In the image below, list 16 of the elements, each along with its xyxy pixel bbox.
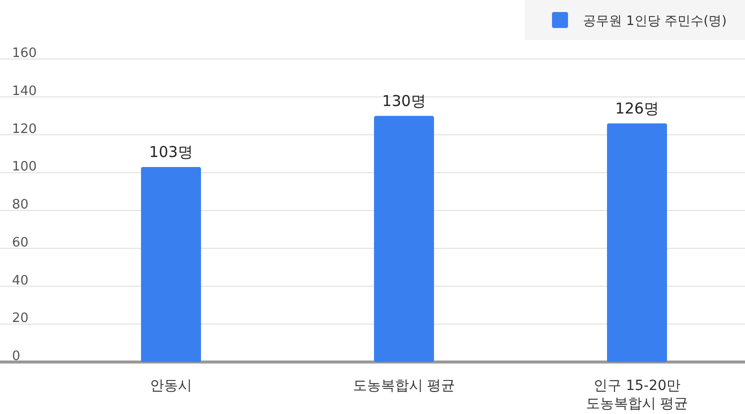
- data-label: 130명: [382, 92, 426, 110]
- x-tick-label: 도농복합시 평균: [352, 378, 456, 394]
- legend-label: 공무원 1인당 주민수(명): [583, 14, 727, 29]
- y-tick-label: 40: [12, 273, 29, 288]
- y-tick-label: 20: [12, 311, 29, 326]
- y-tick-label: 80: [12, 198, 29, 212]
- y-tick-label: 100: [12, 160, 37, 175]
- y-tick-label: 140: [12, 84, 37, 99]
- y-tick-label: 160: [12, 46, 37, 61]
- x-tick-label: 인구 15-20만 도농복합시 평균: [586, 378, 688, 412]
- y-tick-label: 0: [12, 349, 20, 364]
- data-label: 103명: [149, 142, 193, 161]
- x-tick-label: 안동시: [150, 378, 192, 394]
- y-tick-label: 60: [12, 235, 29, 250]
- y-tick-label: 120: [12, 122, 37, 137]
- data-label: 126명: [615, 99, 659, 118]
